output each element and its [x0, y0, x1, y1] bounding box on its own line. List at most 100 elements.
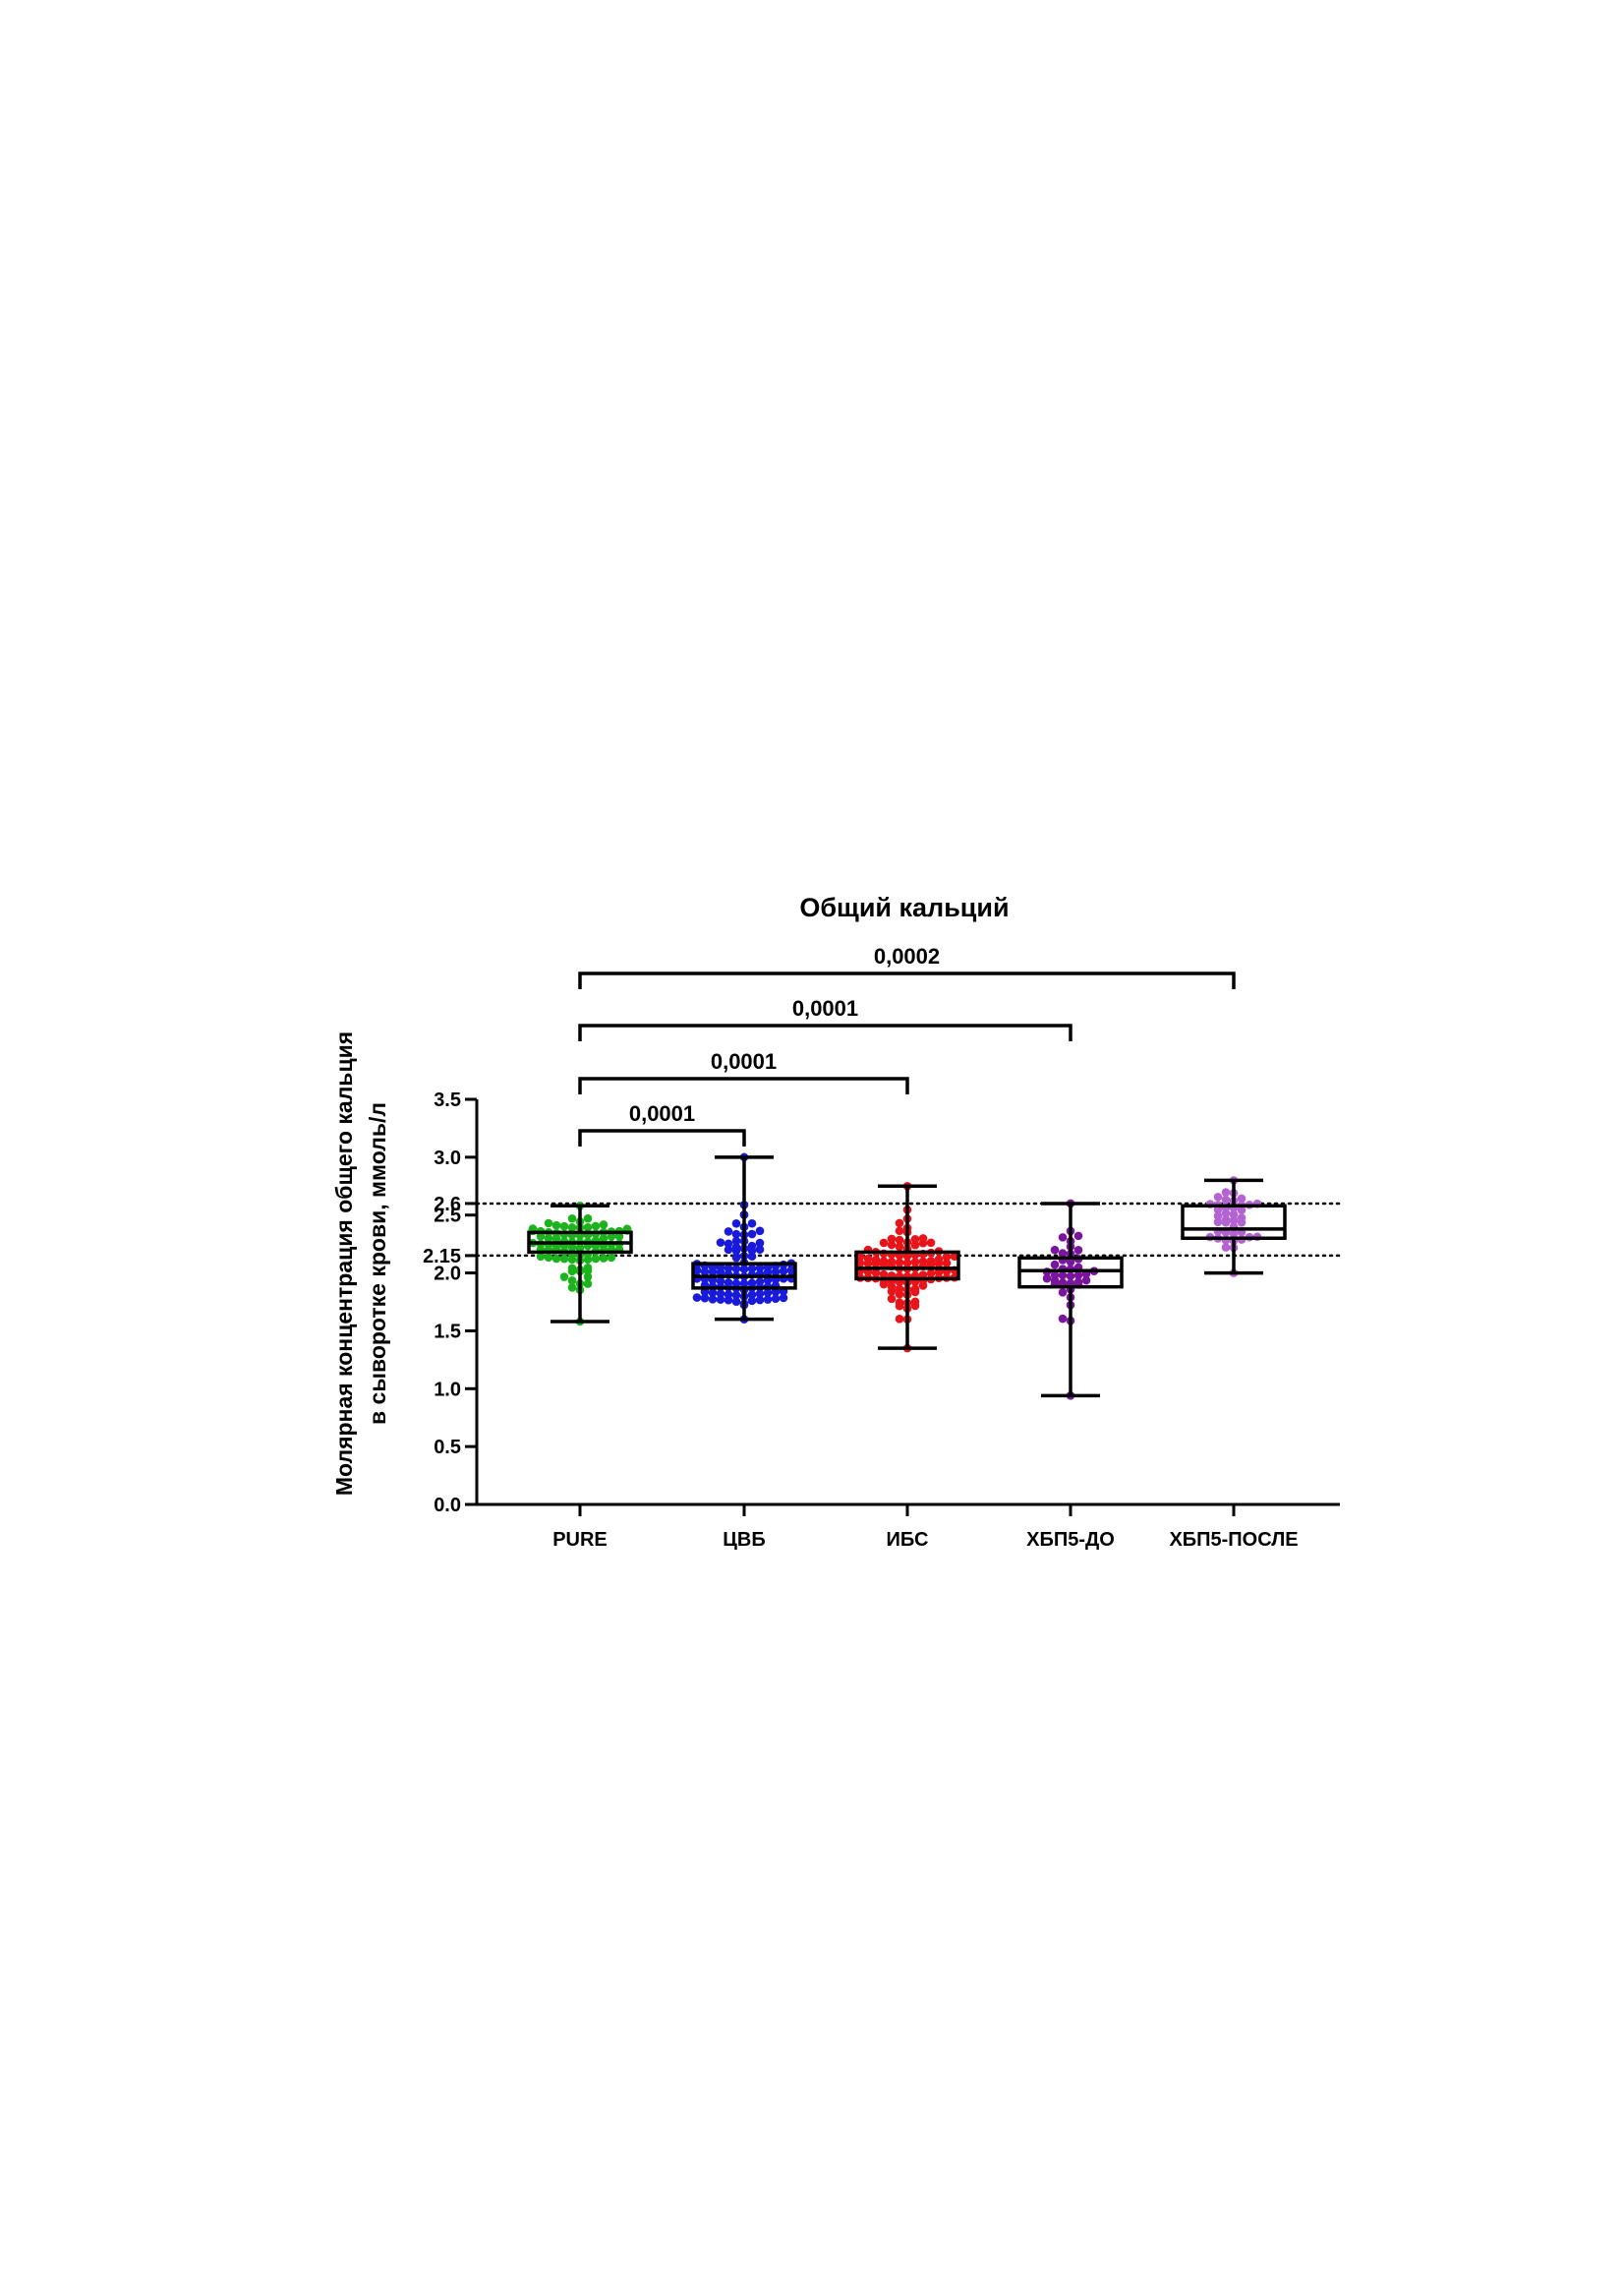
series-3-point [855, 1259, 865, 1267]
series-1-point [544, 1234, 553, 1243]
series-2-point [755, 1226, 765, 1236]
series-2-point [716, 1295, 725, 1304]
series-2-point [731, 1265, 741, 1273]
series-2-point [747, 1290, 757, 1300]
series-1-point [567, 1213, 577, 1223]
series-2-point [731, 1253, 741, 1263]
series-2-point [731, 1236, 741, 1246]
y-tick-label-6: 2.5 [434, 1206, 461, 1227]
series-2-point [739, 1265, 749, 1273]
series-2-point [763, 1295, 773, 1304]
series-2-point [724, 1290, 733, 1299]
series-3-point [895, 1315, 904, 1324]
series-2-point [755, 1289, 765, 1298]
series-4-point [1058, 1278, 1068, 1287]
x-tick-label-1: PURE [552, 1529, 608, 1551]
series-2-point [747, 1278, 757, 1288]
series-2-point [700, 1267, 710, 1276]
series-2-point [692, 1293, 702, 1302]
series-1-point [591, 1221, 601, 1231]
series-3-point [942, 1252, 952, 1262]
y-axis-label-line-1: Молярная концентрация общего кальция [331, 1031, 357, 1496]
series-2-point [716, 1289, 725, 1298]
series-2-point [747, 1296, 757, 1306]
series-2-point [755, 1238, 765, 1248]
comparison-3-bracket [578, 1024, 1072, 1041]
series-1-point [567, 1264, 577, 1273]
series-1-point [567, 1283, 577, 1292]
reference-label-1: 2.6 [434, 1194, 461, 1215]
series-1-point [559, 1254, 569, 1264]
series-3-point [879, 1257, 889, 1266]
series-2-point [731, 1219, 741, 1228]
series-3-point [871, 1268, 881, 1277]
chart-title: Общий кальций [799, 893, 1009, 922]
series-1-point [583, 1279, 593, 1288]
comparison-1-label: 0,0001 [629, 1101, 695, 1126]
y-tick-label-2: 0.5 [434, 1437, 461, 1458]
y-axis-label-line-2: в сыворотке крови, ммоль/л [365, 1102, 390, 1425]
series-2-point [763, 1288, 773, 1297]
series-1-point [583, 1213, 593, 1223]
series-4-point [1050, 1245, 1060, 1255]
y-axis-label: Молярная концентрация общего кальция в с… [331, 1031, 390, 1496]
series-2-point [771, 1287, 781, 1297]
x-tick-label-3: ИБС [887, 1529, 929, 1551]
series-1-point [551, 1220, 561, 1230]
series-2-point [731, 1229, 741, 1239]
comparison-2-label: 0,0001 [711, 1049, 777, 1074]
series-2-point [724, 1278, 733, 1287]
series-1-point [583, 1272, 593, 1281]
series-4-point [1066, 1258, 1075, 1266]
series-3-point [895, 1258, 904, 1267]
series-3-point [855, 1252, 865, 1262]
series-3-box [854, 1250, 960, 1281]
series-5-point [1237, 1213, 1246, 1222]
series-2-point [755, 1295, 765, 1305]
series-4-point [1073, 1246, 1083, 1255]
series-1-point [583, 1264, 593, 1272]
series-1-point [583, 1222, 593, 1232]
series-5-point [1229, 1209, 1239, 1219]
y-tick-label-3: 1.0 [434, 1379, 461, 1400]
series-3-point [934, 1255, 944, 1264]
series-5-point [1221, 1215, 1231, 1224]
series-2-point [700, 1293, 710, 1303]
series-1-point [591, 1254, 601, 1264]
series-2-point [755, 1245, 765, 1254]
y-tick-label-7: 3.0 [434, 1148, 461, 1169]
x-tick-label-5: ХБП5-ПОСЛЕ [1169, 1529, 1298, 1551]
series-2-point [747, 1229, 757, 1239]
series-3-point [950, 1252, 959, 1261]
series-2-point [731, 1297, 741, 1307]
series-5-point [1237, 1194, 1246, 1204]
series-2-point [779, 1266, 788, 1275]
series-2-point [724, 1264, 733, 1273]
series-5-point [1213, 1217, 1223, 1227]
series-2-point [747, 1241, 757, 1251]
series-2-point [779, 1293, 788, 1303]
series-3-point [895, 1298, 904, 1307]
series-2-point [708, 1295, 718, 1304]
series-1-point [567, 1223, 577, 1232]
series-5-box [1181, 1204, 1287, 1241]
series-3-point [895, 1242, 904, 1252]
series-1-point [599, 1254, 609, 1263]
series-3-point [910, 1284, 920, 1294]
series-2-point [724, 1239, 733, 1249]
series-1-point [536, 1252, 546, 1262]
series-5-point [1221, 1195, 1231, 1205]
series-3-point [879, 1238, 889, 1248]
series-3-point [934, 1267, 944, 1277]
series-4-point [1050, 1260, 1060, 1269]
series-2-point [747, 1264, 757, 1273]
series-3-point [879, 1269, 889, 1279]
y-tick-label-5: 2.0 [434, 1264, 461, 1285]
comparison-2-bracket [578, 1077, 909, 1094]
y-tick-label-4: 1.5 [434, 1321, 461, 1342]
series-2-point [708, 1288, 718, 1297]
reference-label-2: 2.15 [423, 1246, 461, 1267]
series-3-point [895, 1235, 904, 1245]
series-3-point [910, 1297, 920, 1307]
